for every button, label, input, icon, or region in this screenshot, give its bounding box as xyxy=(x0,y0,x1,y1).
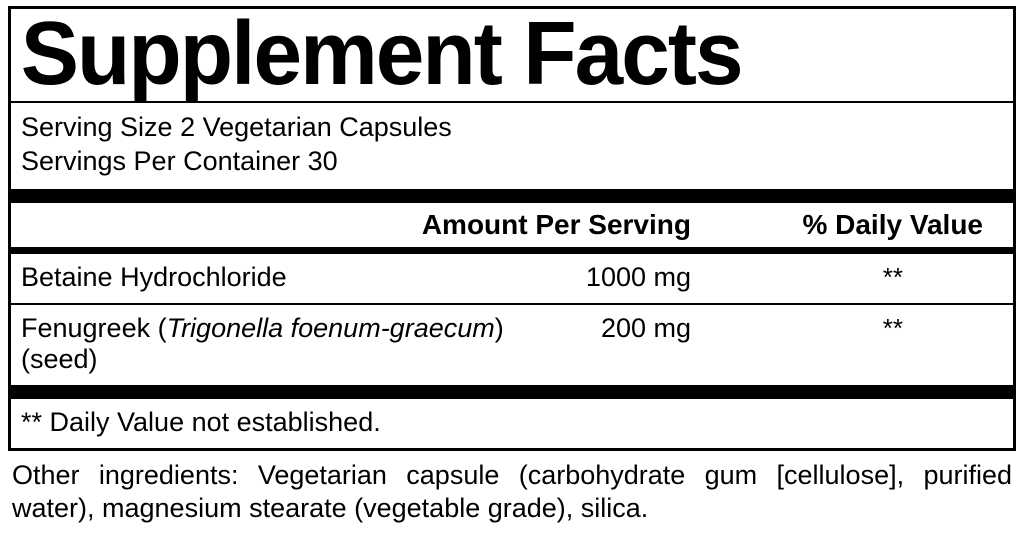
header-spacer xyxy=(21,209,411,241)
supplement-facts-wrapper: Supplement Facts Serving Size 2 Vegetari… xyxy=(0,0,1024,526)
header-dv: % Daily Value xyxy=(721,209,1003,241)
header-amount: Amount Per Serving xyxy=(411,209,721,241)
servings-per-container-line: Servings Per Container 30 xyxy=(21,145,1003,179)
panel-title: Supplement Facts xyxy=(11,9,983,101)
rule-mid xyxy=(11,247,1013,254)
servings-per-container-label: Servings Per Container xyxy=(21,146,300,176)
table-row: Betaine Hydrochloride 1000 mg ** xyxy=(11,254,1013,303)
rule-thick-bottom xyxy=(11,385,1013,399)
ingredient-name-plain: Betaine Hydrochloride xyxy=(21,262,287,292)
servings-per-container-value: 30 xyxy=(308,146,338,176)
ingredient-dv: ** xyxy=(721,313,1003,344)
ingredient-name: Betaine Hydrochloride xyxy=(21,262,521,293)
serving-size-label: Serving Size xyxy=(21,112,173,142)
ingredient-name-scientific: Trigonella foenum-graecum xyxy=(167,313,495,343)
serving-size-value: 2 Vegetarian Capsules xyxy=(180,112,452,142)
ingredient-amount: 1000 mg xyxy=(521,262,721,293)
serving-info: Serving Size 2 Vegetarian Capsules Servi… xyxy=(11,103,1013,189)
ingredient-name: Fenugreek (Trigonella foenum-graecum) (s… xyxy=(21,313,521,375)
ingredient-amount: 200 mg xyxy=(521,313,721,344)
table-row: Fenugreek (Trigonella foenum-graecum) (s… xyxy=(11,305,1013,385)
footnote: ** Daily Value not established. xyxy=(11,399,1013,448)
other-ingredients: Other ingredients: Vegetarian capsule (c… xyxy=(8,451,1016,527)
ingredient-dv: ** xyxy=(721,262,1003,293)
rule-thick-top xyxy=(11,189,1013,203)
serving-size-line: Serving Size 2 Vegetarian Capsules xyxy=(21,111,1003,145)
column-headers: Amount Per Serving % Daily Value xyxy=(11,203,1013,247)
ingredient-name-plain: Fenugreek ( xyxy=(21,313,167,343)
supplement-facts-panel: Supplement Facts Serving Size 2 Vegetari… xyxy=(8,6,1016,451)
